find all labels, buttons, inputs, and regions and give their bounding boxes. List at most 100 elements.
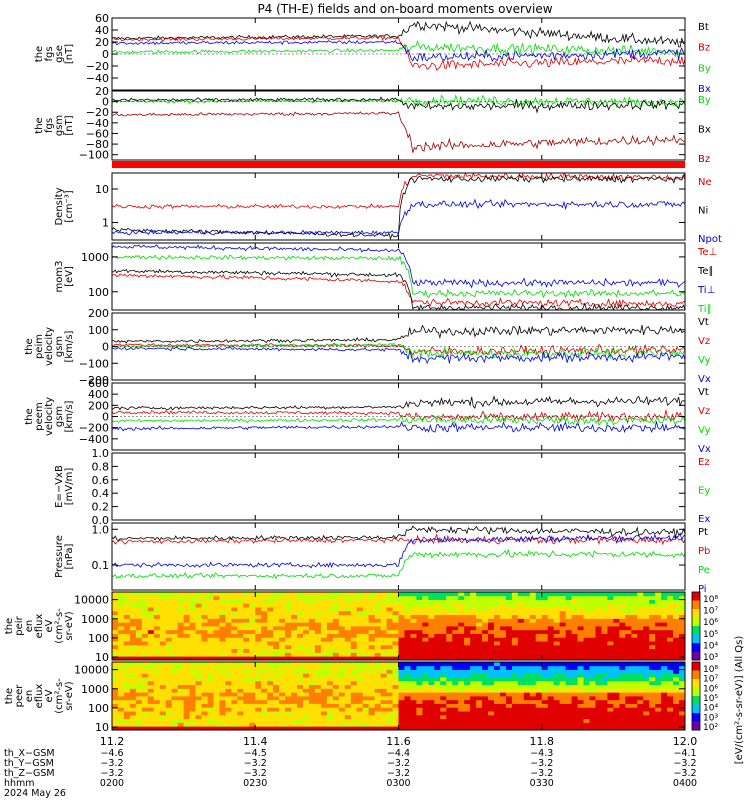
legend-entry: Vt xyxy=(698,387,709,398)
plot-title: P4 (TH-E) fields and on-board moments ov… xyxy=(257,2,552,16)
y-label-line: [mV/m] xyxy=(64,468,75,506)
annotation-value: −4.4 xyxy=(387,748,410,759)
legend-entry: Ni xyxy=(698,206,708,217)
y-label-line: Density xyxy=(54,187,65,225)
colorbar-tick-label: 10⁵ xyxy=(703,630,718,640)
y-tick-label: 10 xyxy=(95,651,109,664)
y-tick-label: 40 xyxy=(95,24,109,37)
y-label-line: sr-eV) xyxy=(64,681,75,710)
annotation-row-label: th_X−GSM xyxy=(4,748,55,759)
legend-entry: Ez xyxy=(698,457,710,468)
legend-entry: Ex xyxy=(698,514,710,525)
colorbar-tick-label: 10⁵ xyxy=(703,694,718,704)
y-tick-label: 0.8 xyxy=(92,460,110,473)
y-axis-label: Pressure [nPa] xyxy=(54,535,75,578)
y-axis-label: Density [cm⁻³] xyxy=(54,187,75,225)
y-tick-label: 0 xyxy=(102,96,109,109)
y-label-line: mom3 xyxy=(54,261,65,293)
legend-entry: Vx xyxy=(698,374,711,385)
y-tick-label: −40 xyxy=(86,72,109,85)
legend-entry: Pi xyxy=(698,584,707,595)
y-label-line: velocity xyxy=(44,327,55,366)
y-tick-label: 400 xyxy=(88,388,109,401)
y-tick-label: 600 xyxy=(88,377,109,390)
legend-entry: Pb xyxy=(698,546,710,557)
y-label-line: fgs xyxy=(44,46,55,61)
separator-bar xyxy=(112,161,685,168)
legend-entry: Vz xyxy=(698,406,710,417)
colorbar-tick-label: 10⁶ xyxy=(703,684,718,694)
legend-entry: Vt xyxy=(698,317,709,328)
spectrogram xyxy=(112,592,686,661)
panel-frame xyxy=(111,242,686,311)
y-tick-label: 20 xyxy=(95,85,109,98)
y-tick-label: 100 xyxy=(88,324,109,337)
y-label-line: peem xyxy=(34,402,45,430)
colorbar-tick-label: 10³ xyxy=(703,653,718,663)
y-tick-label: −100 xyxy=(79,357,109,370)
y-label-line: eflux xyxy=(34,684,45,709)
legend-entry: Te∥ xyxy=(697,266,714,277)
x-tick-label: 12.0 xyxy=(673,735,698,748)
y-tick-label: −400 xyxy=(79,433,109,446)
y-tick-label: 10 xyxy=(95,721,109,734)
annotation-value: −3.2 xyxy=(244,758,267,769)
y-tick-label: 10000 xyxy=(74,664,109,677)
annotation-value: −3.2 xyxy=(673,768,696,779)
series-peem-velocity-1 xyxy=(111,409,686,425)
y-tick-label: −200 xyxy=(79,422,109,435)
series-density-0 xyxy=(111,172,686,210)
y-label-line: sr-eV) xyxy=(64,611,75,640)
y-tick-label: −20 xyxy=(86,60,109,73)
y-label-line: the xyxy=(24,338,35,354)
series-fgs-gsm-2 xyxy=(111,111,686,153)
y-label-line: [nT] xyxy=(64,44,75,64)
y-tick-label: −200 xyxy=(79,374,109,387)
annotation-value: −3.2 xyxy=(530,758,553,769)
panel-density: 1 10 Density [cm⁻³] Ne Ni Npot xyxy=(54,172,722,245)
y-label-line: gsm xyxy=(54,115,65,136)
legend-entry: Bz xyxy=(698,154,710,165)
y-tick-label: −60 xyxy=(86,127,109,140)
legend-entry: Bz xyxy=(698,43,710,54)
annotation-value: −3.2 xyxy=(100,758,123,769)
y-tick-label: 10000 xyxy=(74,594,109,607)
legend-entry: By xyxy=(698,95,711,106)
series-pressure-2 xyxy=(111,548,686,580)
annotation-value: −3.2 xyxy=(100,768,123,779)
colorbar-tick-label: 10³ xyxy=(703,713,718,723)
y-label-line: the xyxy=(4,688,15,704)
y-label-line: peir xyxy=(14,615,25,635)
y-label-line: peer xyxy=(14,684,25,708)
y-label-line: gsm xyxy=(54,336,65,357)
colorbar-tick-label: 10⁴ xyxy=(703,704,718,714)
colorbar-tick-label: 10² xyxy=(703,723,718,733)
series-pressure-1 xyxy=(111,533,686,546)
x-tick-label: 11.6 xyxy=(386,735,411,748)
y-label-line: [eV] xyxy=(64,266,75,287)
y-tick-label: 1000 xyxy=(81,251,109,264)
y-label-line: gsm xyxy=(54,406,65,427)
legend-entry: Pt xyxy=(698,527,708,538)
y-tick-label: 1.0 xyxy=(92,523,110,536)
annotation-row-label: hhmm xyxy=(4,778,35,789)
legend-entry: Vx xyxy=(698,444,711,455)
x-tick-label: 11.8 xyxy=(530,735,555,748)
y-axis-label: the peem velocity gsm [km/s] xyxy=(24,397,75,436)
y-tick-label: 100 xyxy=(88,702,109,715)
series-temperature-0 xyxy=(111,273,686,309)
x-tick-label: 11.2 xyxy=(100,735,125,748)
y-tick-label: 10 xyxy=(95,183,109,196)
y-tick-label: 200 xyxy=(88,307,109,320)
annotation-value: −3.2 xyxy=(673,758,696,769)
legend-entry: Ti∥ xyxy=(697,304,712,315)
y-axis-label: the fgs gse [nT] xyxy=(34,44,75,64)
y-axis-label: mom3 [eV] xyxy=(54,261,75,293)
legend-entry: Ti⊥ xyxy=(697,285,715,296)
y-label-line: Pressure xyxy=(54,535,65,578)
series-peem-velocity-2 xyxy=(111,413,686,427)
series-pressure-3 xyxy=(111,532,686,569)
